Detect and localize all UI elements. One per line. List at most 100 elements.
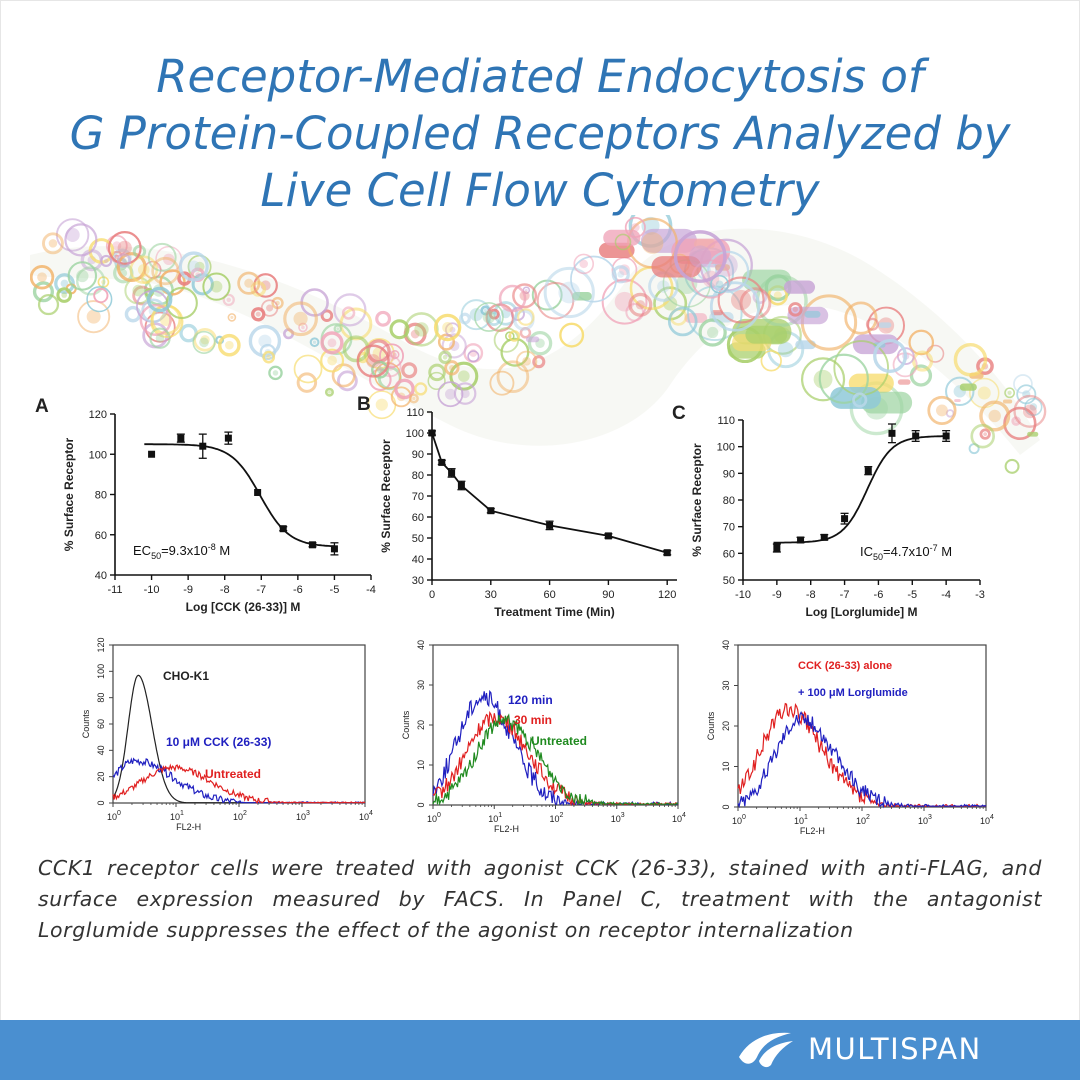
decor-cell [333, 324, 343, 333]
y-tick-label: 80 [412, 470, 424, 482]
data-point [438, 458, 446, 466]
histogram-trace [432, 713, 679, 806]
decor-capsule [1002, 399, 1013, 404]
data-point [864, 467, 872, 475]
decor-cell [488, 308, 500, 320]
decor-nucleus [983, 432, 988, 437]
y-axis-label: Counts [401, 710, 411, 739]
panel-label: C [672, 403, 686, 424]
decor-cell [710, 274, 729, 294]
x-tick-label: -11 [107, 584, 122, 596]
histogram-trace [112, 763, 366, 804]
data-point [888, 429, 896, 437]
y-tick-label: 90 [723, 468, 735, 480]
decor-nucleus [37, 272, 47, 283]
x-tick-label: 104 [359, 810, 373, 822]
decor-nucleus [1029, 403, 1038, 411]
decor-cell [324, 387, 334, 397]
x-tick-label: 104 [672, 812, 686, 824]
decor-nucleus [777, 341, 794, 358]
decor-nucleus [442, 354, 448, 360]
decor-nucleus [449, 326, 456, 333]
decor-nucleus [266, 304, 274, 312]
x-tick-label: -7 [256, 584, 266, 596]
decor-nucleus [312, 340, 317, 344]
decor-cell [283, 301, 318, 337]
decor-nucleus [412, 396, 416, 401]
decor-cell [178, 251, 209, 282]
data-point [308, 541, 316, 549]
histogram-panel-1: 0 20 40 60 80 100 120 100 101 102 103 104 FL2-H Count… [81, 637, 373, 832]
x-tick-label: 103 [296, 810, 310, 822]
data-point [148, 450, 156, 458]
decor-nucleus [483, 308, 487, 313]
plot-frame [432, 644, 679, 806]
decor-cell [953, 342, 988, 377]
decor-nucleus [444, 388, 456, 400]
decor-cell [93, 287, 109, 304]
decor-cell [1013, 394, 1047, 428]
decor-cell [67, 261, 98, 291]
x-tick-label: 102 [233, 810, 247, 822]
decor-nucleus [199, 337, 209, 348]
decor-cell [945, 376, 975, 407]
y-tick-label: 0 [721, 804, 731, 809]
x-tick-label: -5 [330, 584, 340, 596]
decor-nucleus [327, 338, 337, 348]
decor-cell [100, 254, 113, 267]
decor-cell [1024, 397, 1043, 416]
decor-cell [401, 362, 418, 379]
decor-cell [512, 283, 538, 309]
y-tick-label: 40 [412, 554, 424, 566]
decor-cell [139, 303, 172, 337]
decor-nucleus [988, 409, 1001, 423]
x-tick-label: 104 [980, 814, 994, 826]
decor-capsule [878, 322, 892, 328]
decor-nucleus [524, 288, 528, 292]
decor-cell [444, 360, 460, 376]
decor-cell [667, 306, 698, 337]
decor-cell [717, 276, 765, 324]
decor-cell [64, 223, 98, 257]
decor-nucleus [977, 386, 991, 400]
decor-nucleus [579, 259, 589, 269]
decor-cell [116, 253, 132, 268]
decor-cell [320, 309, 334, 322]
y-tick-label: 0 [96, 800, 106, 805]
decor-nucleus [327, 355, 338, 366]
decor-capsule [598, 242, 635, 259]
decor-nucleus [773, 291, 782, 300]
decor-cell [441, 333, 467, 359]
decor-cell [508, 330, 521, 342]
x-axis-label: Treatment Time (Min) [494, 605, 614, 619]
y-tick-label: 80 [723, 495, 735, 507]
decor-cell [227, 313, 237, 322]
decor-cell [453, 382, 477, 405]
panel-label: A [35, 396, 49, 417]
decor-nucleus [117, 240, 132, 256]
histogram-panel-3: 0 10 20 30 40 100 101 102 103 104 FL2-H Counts CCK (… [706, 640, 994, 836]
decor-cell [296, 372, 318, 393]
decor-cell [56, 287, 73, 303]
decor-cell [515, 350, 538, 372]
decor-nucleus [1022, 404, 1037, 419]
x-tick-label: -5 [907, 589, 917, 601]
decor-cell [408, 393, 419, 404]
decor-cell [979, 400, 1011, 432]
data-point [457, 482, 465, 489]
x-axis-label: FL2-H [176, 822, 201, 832]
y-tick-label: 60 [96, 719, 106, 729]
data-point [912, 432, 920, 440]
decor-cell [414, 382, 428, 396]
decor-cell [438, 350, 452, 365]
y-tick-label: 100 [89, 449, 107, 461]
decor-nucleus [442, 322, 454, 333]
decor-cell [42, 232, 64, 255]
decor-cell [911, 350, 934, 372]
y-tick-label: 50 [412, 533, 424, 545]
data-point [428, 429, 436, 437]
decor-cell [844, 301, 878, 335]
decor-nucleus [522, 356, 531, 366]
decor-cell [427, 371, 446, 391]
decor-cell [356, 344, 390, 378]
